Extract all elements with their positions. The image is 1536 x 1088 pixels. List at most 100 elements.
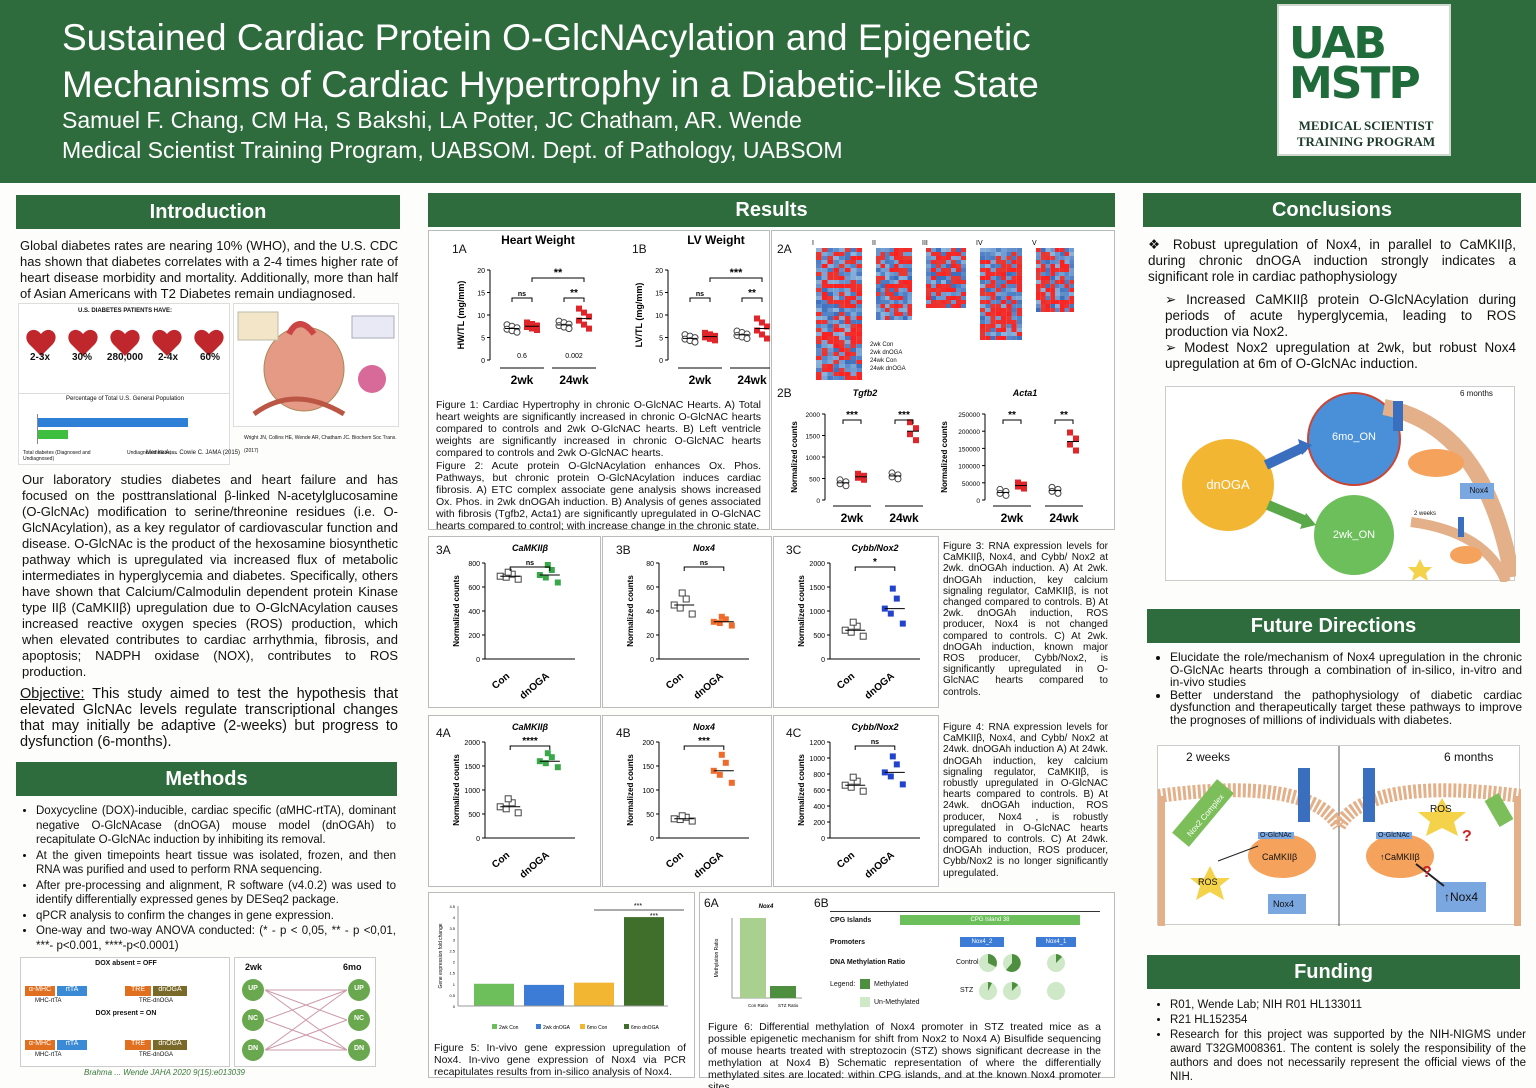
heatmap-cell xyxy=(926,304,931,308)
heatmap-cell xyxy=(876,312,881,316)
heatmap-cell xyxy=(833,332,839,336)
heatmap-cell xyxy=(898,304,903,308)
2-weeks-label: 2 weeks xyxy=(1414,511,1437,517)
heatmap-cell xyxy=(821,360,828,364)
data-point xyxy=(881,769,888,776)
heatmap-cell xyxy=(821,332,828,336)
heatmap-cell xyxy=(1050,292,1055,296)
heatmap-cell xyxy=(889,264,894,268)
heatmap-cell xyxy=(1050,268,1055,272)
heatmap-cell xyxy=(827,364,834,368)
heatmap-cell xyxy=(956,292,961,296)
heatmap-cell xyxy=(816,304,822,308)
heatmap-cell xyxy=(1016,308,1022,312)
heatmap-cell xyxy=(956,260,961,264)
y-axis-label: Normalized counts xyxy=(626,754,635,826)
data-point xyxy=(524,319,530,326)
heatmap-cell xyxy=(844,264,851,268)
logo-caption-2: TRAINING PROGRAM xyxy=(1296,134,1436,149)
heatmap-cell xyxy=(898,264,903,268)
heatmap-cell xyxy=(827,284,834,288)
heatmap-cell xyxy=(850,324,857,328)
heatmap-cell xyxy=(839,268,845,272)
heatmap-cell xyxy=(839,308,845,312)
data-point xyxy=(899,620,906,627)
heatmap-cell xyxy=(839,276,845,280)
figure-4-caption: Figure 4: RNA expression levels for CaMK… xyxy=(943,722,1108,879)
heatmap-cell xyxy=(941,272,946,276)
significance-label: ns xyxy=(871,739,879,746)
heatmap-cell xyxy=(889,316,894,320)
heatmap-cell xyxy=(936,296,941,300)
heatmap-cell xyxy=(995,276,1001,280)
heatmap-cell xyxy=(1059,284,1065,288)
y-tick-label: 500 xyxy=(813,633,825,640)
heatmap-cell xyxy=(946,280,951,284)
heatmap-cell xyxy=(856,256,862,260)
heatmap-cell xyxy=(1059,264,1065,268)
y-tick-label: 2.5 xyxy=(449,948,455,953)
logo-text-2: MSTP xyxy=(1289,58,1421,109)
heatmap-cell xyxy=(961,276,966,280)
data-point xyxy=(504,795,512,803)
heatmap-cell xyxy=(1016,256,1022,260)
heatmap-cell xyxy=(833,340,839,344)
heatmap-cell xyxy=(827,328,834,332)
heatmap-cell xyxy=(833,352,839,356)
heatmap-cell xyxy=(876,288,881,292)
heatmap-cell xyxy=(1001,328,1007,332)
heatmap-cell xyxy=(1001,248,1007,252)
heatmap-cell xyxy=(1036,296,1041,300)
heatmap-cell xyxy=(985,256,991,260)
data-point xyxy=(913,425,919,432)
x-tick-label: 2wk xyxy=(1001,511,1024,524)
heatmap-cell xyxy=(833,256,839,260)
heatmap-cell xyxy=(821,372,828,376)
heatmap-cell xyxy=(827,300,834,304)
heatmap-cell xyxy=(1036,252,1041,256)
heatmap-cell xyxy=(821,352,828,356)
heatmap-cell xyxy=(839,252,845,256)
heatmap-cell xyxy=(980,256,986,260)
y-tick-label: 10 xyxy=(655,313,663,320)
heatmap-cell xyxy=(821,296,828,300)
heatmap-cell xyxy=(1001,308,1007,312)
heatmap-cell xyxy=(827,256,834,260)
conclusions-heading: Conclusions xyxy=(1143,193,1521,227)
heatmap-cell xyxy=(907,304,912,308)
x-tick-label: dnOGA xyxy=(863,850,897,881)
heatmap-cell xyxy=(850,288,857,292)
heatmap-cell xyxy=(833,328,839,332)
funding-item: R01, Wende Lab; NIH R01 HL133011 xyxy=(1170,998,1526,1012)
heatmap-cell xyxy=(931,296,936,300)
heatmap-cell xyxy=(850,368,857,372)
heatmap-cell xyxy=(880,280,885,284)
heatmap-cell xyxy=(894,308,899,312)
nox4-box: Nox4 xyxy=(1273,899,1295,909)
legend-total: Total diabetes (Diagnosed and Undiagnose… xyxy=(23,450,91,462)
2wk-on-node: 2wk_ON xyxy=(1332,529,1376,541)
data-point xyxy=(707,335,713,342)
heatmap-cell xyxy=(816,368,822,372)
x-tick-label: dnOGA xyxy=(518,671,552,702)
heatmap-cell xyxy=(1001,288,1007,292)
heatmap-cell xyxy=(931,264,936,268)
heatmap-cell xyxy=(833,252,839,256)
heatmap-cell xyxy=(844,328,851,332)
heatmap-cell xyxy=(1040,288,1046,292)
heatmap-cell xyxy=(1040,300,1046,304)
heatmap-cell xyxy=(850,356,857,360)
heatmap-cell xyxy=(946,304,951,308)
heatmap-cell xyxy=(926,264,931,268)
data-point xyxy=(722,616,729,623)
heatmap-cell xyxy=(903,296,908,300)
heatmap-cell xyxy=(961,288,966,292)
heatmap-cell xyxy=(985,252,991,256)
ros-star: ROS xyxy=(1430,804,1452,815)
heatmap-cell xyxy=(827,352,834,356)
heatmap-cell xyxy=(995,324,1001,328)
heatmap-cell xyxy=(1069,292,1074,296)
heatmap-cell xyxy=(827,280,834,284)
heatmap-cell xyxy=(995,256,1001,260)
heatmap-cell xyxy=(839,360,845,364)
